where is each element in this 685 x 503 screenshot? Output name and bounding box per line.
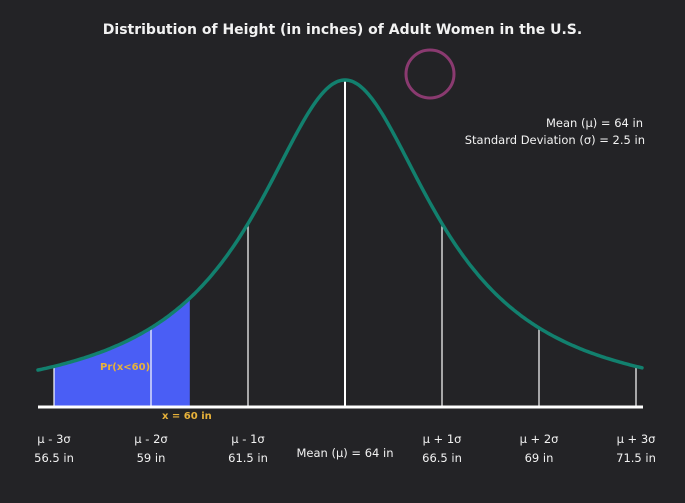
tick-sigma: Mean (μ) = 64 in xyxy=(296,446,394,460)
sd-stat: Standard Deviation (σ) = 2.5 in xyxy=(464,133,645,147)
tick-value: 66.5 in xyxy=(422,451,462,465)
tick-sigma: μ + 2σ xyxy=(519,432,559,446)
tick-label: μ + 3σ 71.5 in xyxy=(616,430,656,468)
tick-value: 71.5 in xyxy=(616,451,656,465)
tick-sigma: μ - 2σ xyxy=(134,432,168,446)
tick-value: 61.5 in xyxy=(228,451,268,465)
x-value-label: x = 60 in xyxy=(162,411,212,422)
tick-value: 69 in xyxy=(524,451,554,465)
tick-label: Mean (μ) = 64 in xyxy=(297,444,394,463)
cursor-highlight-circle xyxy=(404,48,456,100)
tick-value: 56.5 in xyxy=(34,451,74,465)
tick-sigma: μ + 3σ xyxy=(616,432,656,446)
probability-label: Pr(x<60) xyxy=(100,362,151,373)
tick-label: μ - 1σ 61.5 in xyxy=(228,430,268,468)
tick-label: μ + 1σ 66.5 in xyxy=(422,430,462,468)
tick-label: μ - 2σ 59 in xyxy=(134,430,167,468)
tick-label: μ + 2σ 69 in xyxy=(520,430,559,468)
tick-sigma: μ + 1σ xyxy=(422,432,462,446)
density-curve xyxy=(36,78,644,372)
mean-stat: Mean (μ) = 64 in xyxy=(546,116,643,130)
tick-label: μ - 3σ 56.5 in xyxy=(34,430,74,468)
chart-title: Distribution of Height (in inches) of Ad… xyxy=(102,22,583,38)
tick-value: 59 in xyxy=(136,451,166,465)
tick-sigma: μ - 3σ xyxy=(37,432,71,446)
tick-sigma: μ - 1σ xyxy=(231,432,265,446)
